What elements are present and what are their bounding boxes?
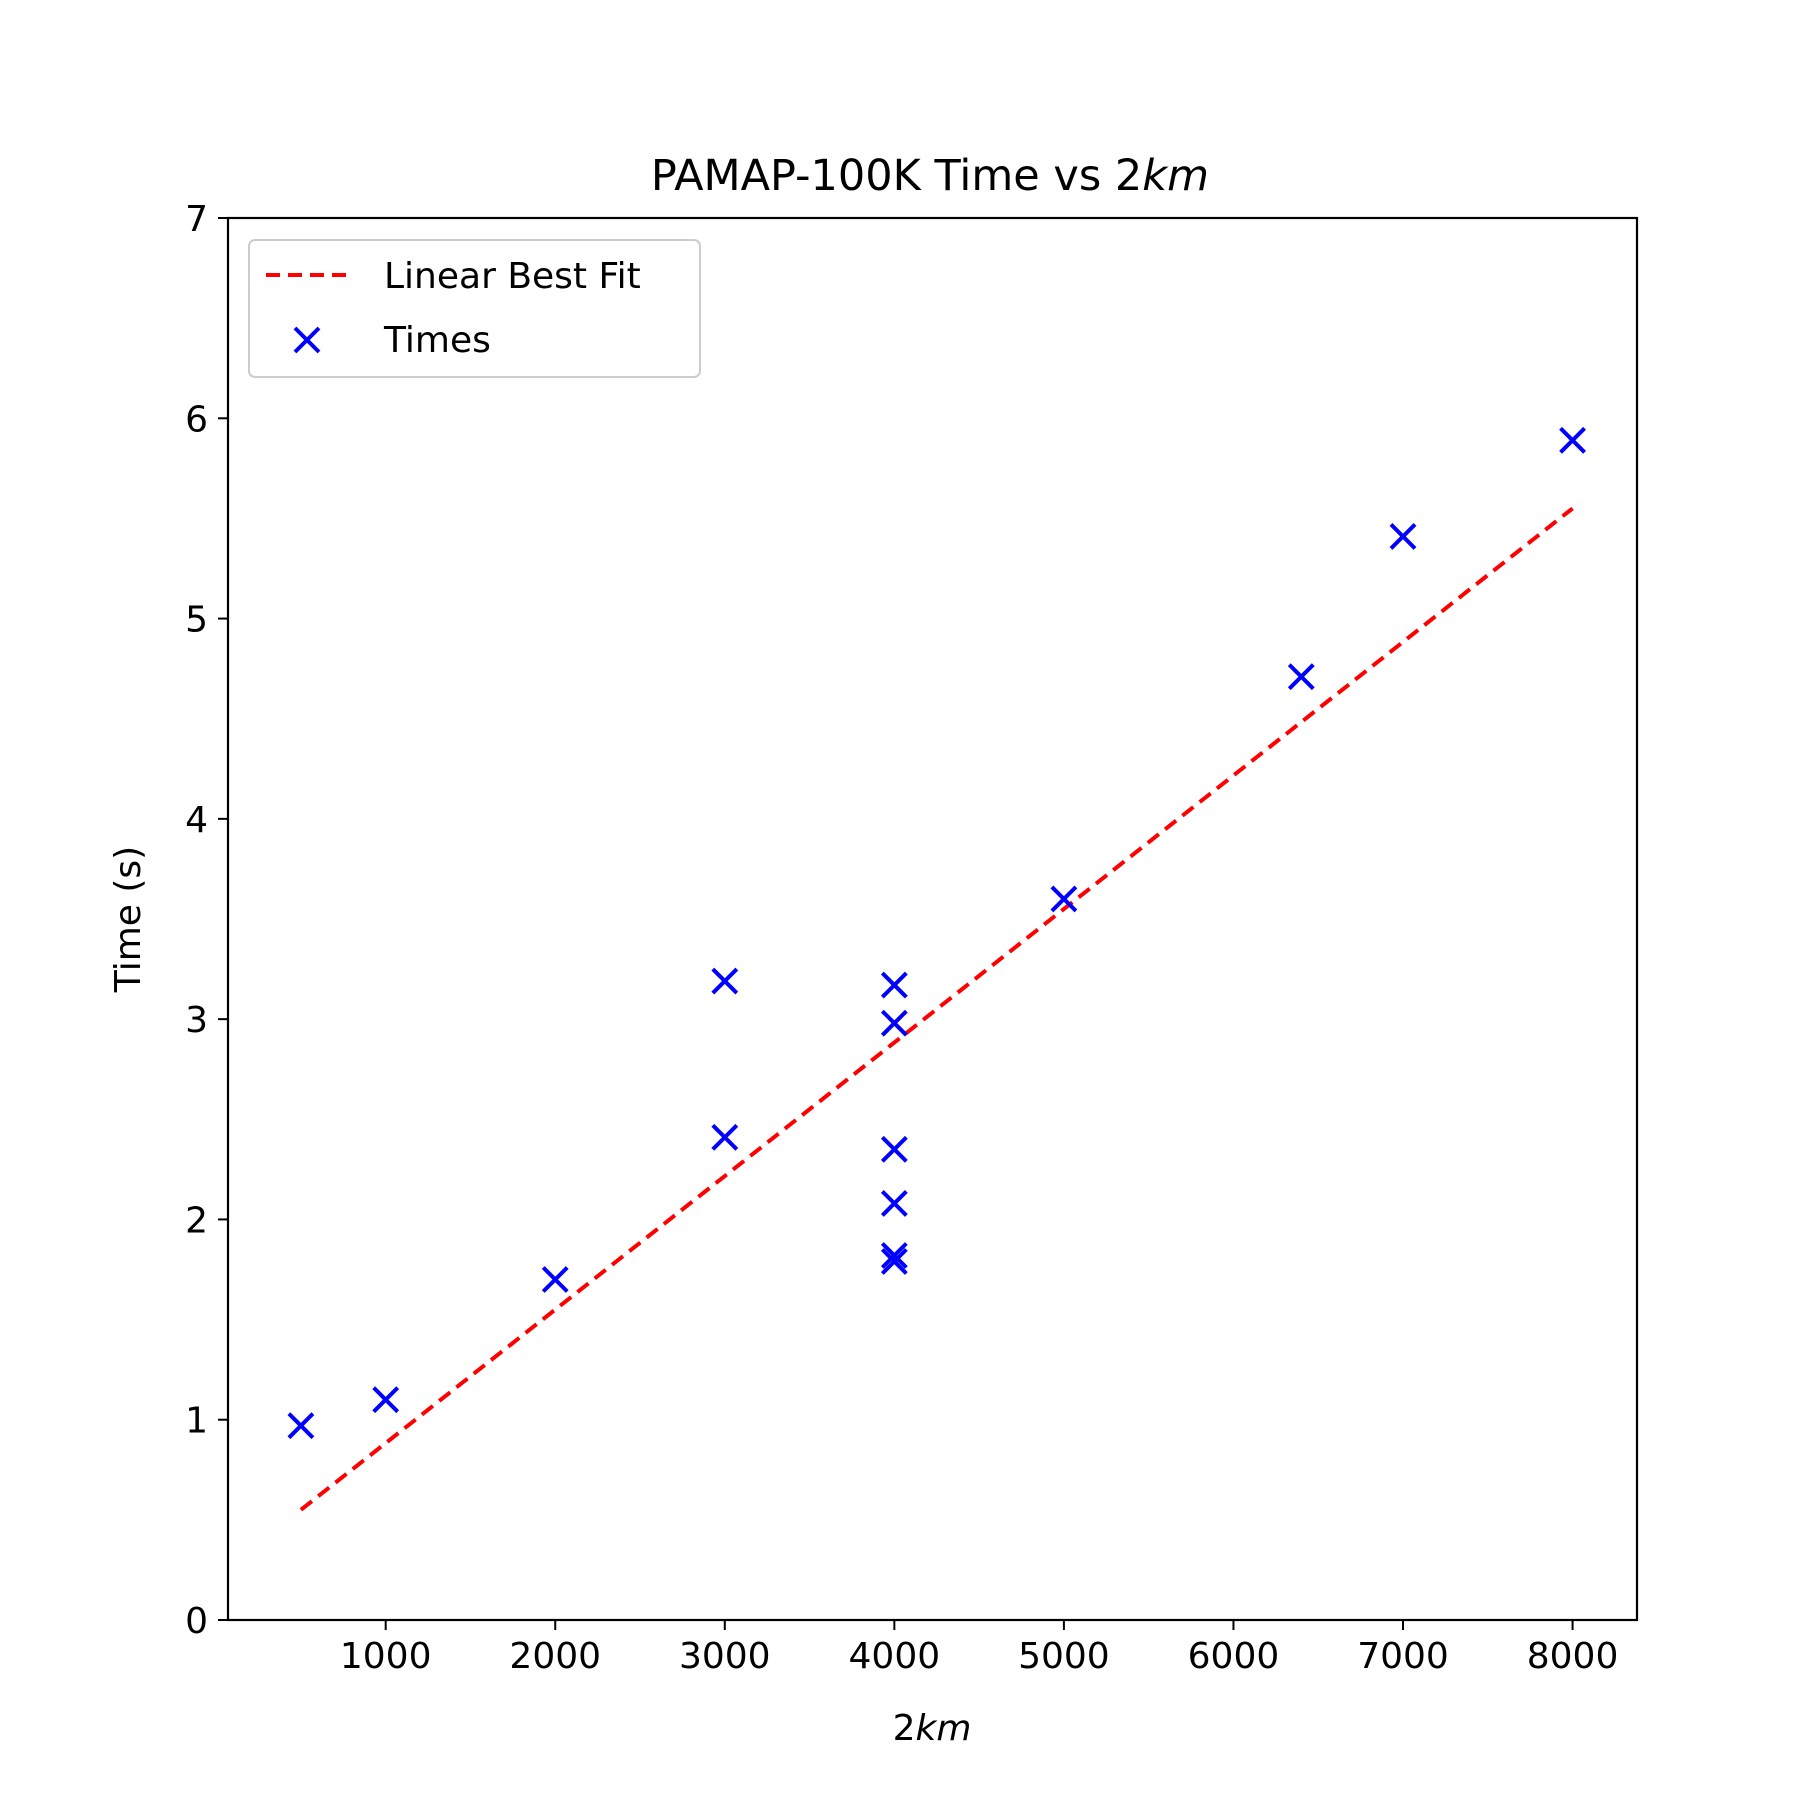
plot-marks [287, 426, 1586, 1512]
y-axis-ticks: 0 1 2 3 4 5 6 7 [185, 199, 228, 1642]
x-tick-label: 6000 [1188, 1636, 1280, 1677]
y-tick-label: 2 [185, 1200, 208, 1241]
legend-x-marker [293, 326, 321, 354]
x-tick-label: 8000 [1527, 1636, 1619, 1677]
x-axis-label: 2km [893, 1708, 972, 1749]
y-tick-label: 5 [185, 600, 208, 641]
y-tick-label: 7 [185, 199, 208, 240]
data-point [880, 1135, 908, 1163]
x-tick-label: 5000 [1018, 1636, 1110, 1677]
y-tick-label: 1 [185, 1401, 208, 1442]
legend-box [248, 239, 701, 378]
x-tick-label: 3000 [679, 1636, 771, 1677]
y-tick-label: 4 [185, 800, 208, 841]
data-point [541, 1266, 569, 1293]
y-tick-label: 3 [185, 1000, 208, 1041]
legend: Linear Best Fit Times [248, 239, 701, 378]
data-point [1559, 426, 1586, 454]
data-point [711, 1123, 739, 1151]
x-tick-label: 4000 [849, 1636, 941, 1677]
chart-title-prefix: PAMAP-100K Time vs 2 [651, 151, 1142, 201]
x-axis-ticks: 1000 2000 3000 4000 5000 6000 7000 8000 [340, 1620, 1619, 1677]
x-axis-label-prefix: 2 [893, 1708, 916, 1749]
y-axis-label: Time (s) [108, 846, 149, 993]
legend-label-linear-best-fit: Linear Best Fit [384, 256, 641, 297]
legend-marker-swatch [293, 326, 321, 354]
x-tick-label: 1000 [340, 1636, 432, 1677]
chart-title: PAMAP-100K Time vs 2km [651, 151, 1209, 201]
x-tick-label: 2000 [509, 1636, 601, 1677]
data-point [711, 967, 739, 995]
chart-title-italic: km [1142, 151, 1209, 201]
data-point [880, 1189, 908, 1217]
data-point [880, 1009, 908, 1037]
data-point [287, 1412, 315, 1440]
data-point [880, 1248, 908, 1275]
x-axis-label-italic: km [915, 1708, 971, 1749]
data-point [1050, 885, 1078, 913]
best-fit-line [299, 506, 1574, 1512]
data-point [1287, 663, 1315, 691]
data-point [880, 1242, 908, 1269]
plot-frame [226, 216, 1639, 1622]
data-point [372, 1386, 400, 1414]
y-tick-label: 6 [185, 399, 208, 440]
data-point [880, 971, 908, 999]
x-tick-label: 7000 [1357, 1636, 1449, 1677]
data-point [1389, 523, 1417, 550]
y-tick-label: 0 [185, 1601, 208, 1642]
legend-label-times: Times [383, 320, 491, 361]
